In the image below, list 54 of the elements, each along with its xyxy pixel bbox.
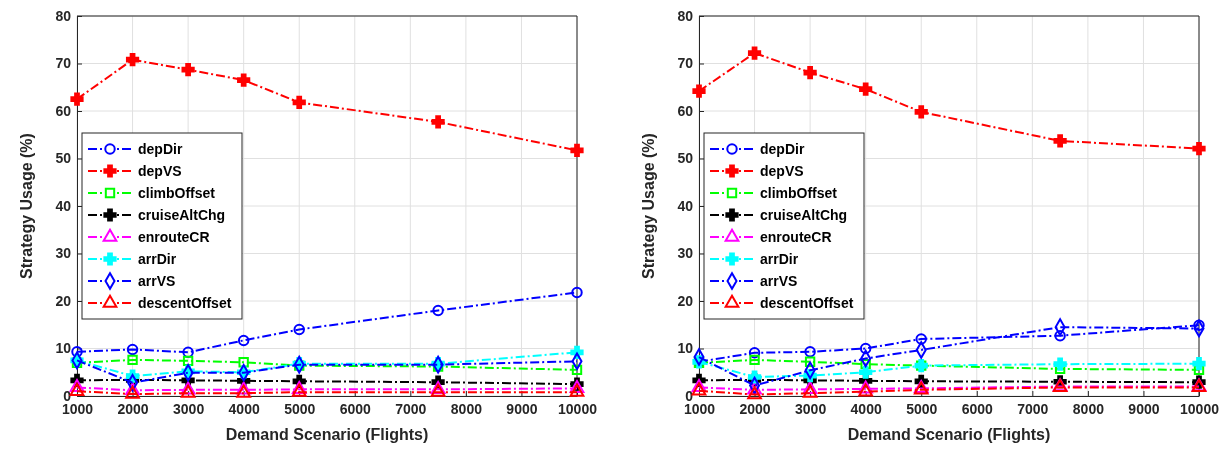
y-tick-label: 70 <box>677 55 694 72</box>
x-tick-label: 5000 <box>284 400 316 417</box>
y-tick-label: 30 <box>677 245 694 262</box>
x-tick-label: 4000 <box>228 400 260 417</box>
legend-label: climbOffset <box>760 185 838 201</box>
legend-label: depDir <box>760 141 805 157</box>
legend-label: depVS <box>760 163 804 179</box>
y-tick-label: 30 <box>55 245 72 262</box>
y-tick-label: 40 <box>55 197 72 214</box>
x-tick-label: 7000 <box>1017 400 1049 417</box>
legend-label: arrVS <box>760 273 798 289</box>
x-tick-label: 3000 <box>795 400 827 417</box>
x-tick-label: 2000 <box>739 400 771 417</box>
y-tick-label: 60 <box>55 102 72 119</box>
x-tick-label: 4000 <box>850 400 882 417</box>
x-tick-label: 8000 <box>450 400 483 417</box>
legend-label: arrVS <box>138 273 176 289</box>
x-tick-label: 9000 <box>506 400 538 417</box>
x-tick-label: 6000 <box>961 400 994 417</box>
y-axis-title: Strategy Usage (%) <box>640 133 657 279</box>
y-axis-title: Strategy Usage (%) <box>18 133 35 279</box>
legend-label: arrDir <box>760 251 799 267</box>
x-tick-label: 9000 <box>1128 400 1160 417</box>
x-tick-label: 10000 <box>1180 400 1220 417</box>
legend-label: enrouteCR <box>138 229 210 245</box>
legend-label: depDir <box>138 141 183 157</box>
y-tick-label: 20 <box>55 292 72 309</box>
x-tick-label: 6000 <box>339 400 372 417</box>
legend-label: descentOffset <box>760 295 854 311</box>
x-tick-label: 5000 <box>906 400 938 417</box>
y-tick-label: 80 <box>55 7 72 24</box>
y-tick-label: 80 <box>677 7 694 24</box>
x-tick-label: 2000 <box>117 400 149 417</box>
legend-label: climbOffset <box>138 185 216 201</box>
x-tick-label: 3000 <box>173 400 205 417</box>
legend-label: arrDir <box>138 251 177 267</box>
y-tick-label: 10 <box>677 340 694 357</box>
y-tick-label: 50 <box>677 150 694 167</box>
legend-label: enrouteCR <box>760 229 832 245</box>
legend-label: cruiseAltChg <box>760 207 848 223</box>
x-axis-title: Demand Scenario (Flights) <box>225 426 429 443</box>
y-tick-label: 10 <box>55 340 72 357</box>
x-tick-label: 7000 <box>395 400 427 417</box>
legend-label: depVS <box>138 163 182 179</box>
y-tick-label: 20 <box>677 292 694 309</box>
y-tick-label: 40 <box>677 197 694 214</box>
x-tick-label: 8000 <box>1072 400 1105 417</box>
y-tick-label: 70 <box>55 55 72 72</box>
x-axis-title: Demand Scenario (Flights) <box>847 426 1051 443</box>
y-tick-label: 60 <box>677 102 694 119</box>
x-tick-label: 10000 <box>558 400 598 417</box>
y-tick-label: 50 <box>55 150 72 167</box>
legend-label: cruiseAltChg <box>138 207 226 223</box>
legend-label: descentOffset <box>138 295 232 311</box>
